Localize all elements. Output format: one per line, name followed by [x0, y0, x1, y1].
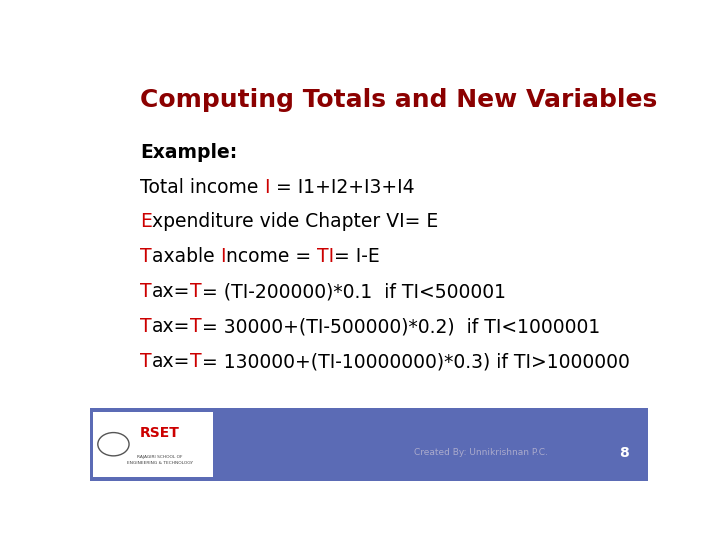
Text: E: E: [140, 212, 152, 232]
Text: Total income: Total income: [140, 178, 264, 197]
Text: ncome =: ncome =: [226, 247, 317, 266]
Text: = 30000+(TI-500000)*0.2)  if TI<1000001: = 30000+(TI-500000)*0.2) if TI<1000001: [202, 318, 600, 336]
Text: = (TI-200000)*0.1  if TI<500001: = (TI-200000)*0.1 if TI<500001: [202, 282, 506, 301]
Text: Computing Totals and New Variables: Computing Totals and New Variables: [140, 88, 657, 112]
FancyBboxPatch shape: [90, 408, 648, 481]
Text: 8: 8: [618, 446, 629, 460]
Text: = 130000+(TI-10000000)*0.3) if TI>1000000: = 130000+(TI-10000000)*0.3) if TI>100000…: [202, 352, 630, 371]
Text: T: T: [190, 318, 202, 336]
Text: = I1+I2+I3+I4: = I1+I2+I3+I4: [270, 178, 415, 197]
Text: = I-E: = I-E: [334, 247, 380, 266]
Text: ax=: ax=: [152, 352, 190, 371]
Text: T: T: [140, 318, 152, 336]
Text: T: T: [140, 352, 152, 371]
Text: T: T: [140, 282, 152, 301]
Text: T: T: [140, 247, 152, 266]
Text: Example:: Example:: [140, 143, 238, 161]
FancyBboxPatch shape: [93, 412, 213, 477]
Text: axable: axable: [152, 247, 220, 266]
Text: xpenditure vide Chapter VI= E: xpenditure vide Chapter VI= E: [152, 212, 438, 232]
Text: T: T: [190, 352, 202, 371]
Text: T: T: [190, 282, 202, 301]
Text: ax=: ax=: [152, 282, 190, 301]
Text: TI: TI: [317, 247, 334, 266]
Text: RSET: RSET: [140, 426, 180, 440]
Text: I: I: [264, 178, 270, 197]
Text: ax=: ax=: [152, 318, 190, 336]
Text: I: I: [220, 247, 226, 266]
Text: Created By: Unnikrishnan P.C.: Created By: Unnikrishnan P.C.: [413, 448, 547, 457]
Text: RAJAGIRI SCHOOL OF
ENGINEERING & TECHNOLOGY: RAJAGIRI SCHOOL OF ENGINEERING & TECHNOL…: [127, 455, 193, 465]
